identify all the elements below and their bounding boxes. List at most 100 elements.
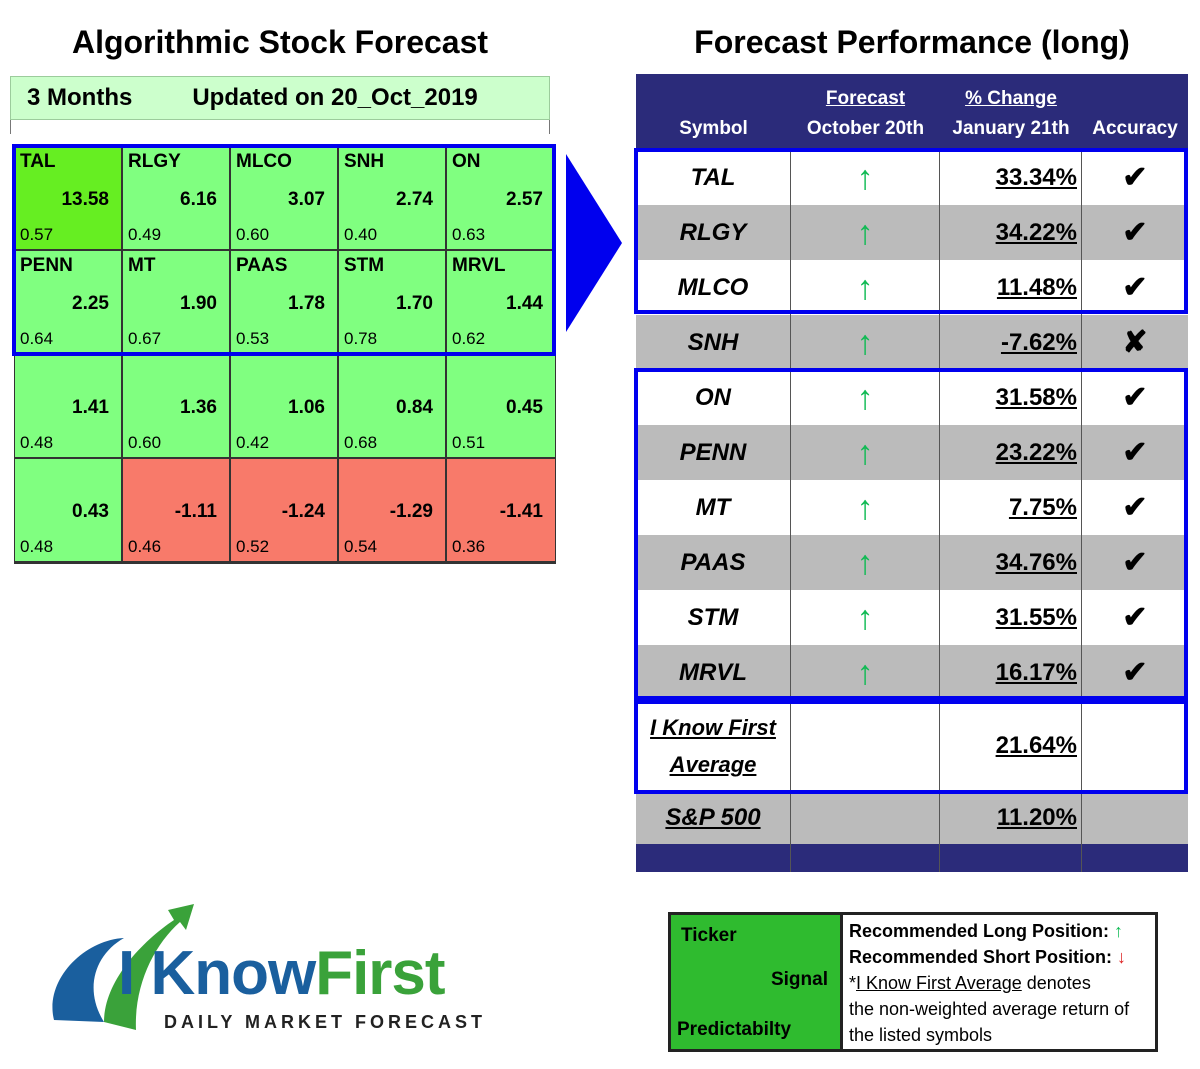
row-signal: ↑ <box>791 480 940 535</box>
performance-header: Symbol Forecast October 20th % Change Ja… <box>636 74 1188 148</box>
up-arrow-icon: ↑ <box>856 653 874 692</box>
logo-brand-a: I Know <box>118 939 316 1008</box>
header-forecast-date: October 20th <box>806 118 925 139</box>
cell-predictability: 0.42 <box>236 433 270 452</box>
row-symbol: RLGY <box>636 205 791 260</box>
cell-symbol: PAAS <box>236 255 288 276</box>
legend-sample-cell: Ticker Signal Predictabilty <box>671 915 843 1049</box>
cell-predictability: 0.63 <box>452 225 486 244</box>
header-symbol: Symbol <box>679 118 748 139</box>
heatmap-cell: TAL 13.58 0.57 <box>15 147 123 251</box>
cell-predictability: 0.40 <box>344 225 378 244</box>
row-change: 7.75% <box>940 480 1082 535</box>
cell-symbol: MLCO <box>236 151 292 172</box>
cell-symbol: MRVL <box>452 255 506 276</box>
up-arrow-icon: ↑ <box>856 433 874 472</box>
heatmap-cell: -1.11 0.46 <box>123 459 231 563</box>
heatmap-cell: 0.43 0.48 <box>15 459 123 563</box>
performance-row: PENN ↑ 23.22% ✔ <box>636 425 1188 480</box>
sp500-accuracy <box>1082 792 1188 844</box>
row-symbol: MRVL <box>636 645 791 700</box>
cell-predictability: 0.60 <box>236 225 270 244</box>
legend-long: Recommended Long Position: <box>849 921 1110 941</box>
cell-symbol: SNH <box>344 151 385 172</box>
period-bar-tail <box>10 120 550 134</box>
row-symbol: PENN <box>636 425 791 480</box>
check-icon: ✔ <box>1122 546 1148 579</box>
performance-row: STM ↑ 31.55% ✔ <box>636 590 1188 645</box>
performance-row: RLGY ↑ 34.22% ✔ <box>636 205 1188 260</box>
forecast-heatmap: TAL 13.58 0.57 RLGY 6.16 0.49 MLCO 3.07 0.60 SNH 2… <box>14 146 556 564</box>
logo-wordmark: I KnowFirst <box>118 938 446 1009</box>
row-signal: ↑ <box>791 315 940 370</box>
heatmap-cell: MLCO 3.07 0.60 <box>231 147 339 251</box>
heatmap-cell: -1.24 0.52 <box>231 459 339 563</box>
row-change: 11.48% <box>940 260 1082 315</box>
cell-signal: 3.07 <box>288 189 325 210</box>
cell-signal: -1.41 <box>499 501 543 522</box>
cell-predictability: 0.46 <box>128 537 162 556</box>
row-signal: ↑ <box>791 535 940 590</box>
legend-short: Recommended Short Position: <box>849 947 1113 967</box>
check-icon: ✔ <box>1122 161 1148 194</box>
performance-row: ON ↑ 31.58% ✔ <box>636 370 1188 425</box>
legend-note-line2: the non-weighted average return of <box>849 999 1130 1019</box>
heatmap-cell: MRVL 1.44 0.62 <box>447 251 555 355</box>
heatmap-cell: -1.29 0.54 <box>339 459 447 563</box>
heatmap-cell: STM 1.70 0.78 <box>339 251 447 355</box>
header-accuracy: Accuracy <box>1092 118 1178 139</box>
heatmap-cell: SNH 2.74 0.40 <box>339 147 447 251</box>
row-signal: ↑ <box>791 425 940 480</box>
cell-predictability: 0.54 <box>344 537 378 556</box>
cell-symbol: TAL <box>20 151 56 172</box>
average-label-line2: Average <box>669 752 757 777</box>
row-symbol: PAAS <box>636 535 791 590</box>
up-arrow-icon: ↑ <box>856 488 874 527</box>
row-change: 16.17% <box>940 645 1082 700</box>
up-arrow-icon: ↑ <box>856 543 874 582</box>
up-arrow-icon: ↑ <box>856 323 874 362</box>
cell-predictability: 0.68 <box>344 433 378 452</box>
check-icon: ✔ <box>1122 381 1148 414</box>
up-arrow-icon: ↑ <box>856 268 874 307</box>
cell-signal: 1.90 <box>180 293 217 314</box>
performance-row: PAAS ↑ 34.76% ✔ <box>636 535 1188 590</box>
heatmap-cell: PAAS 1.78 0.53 <box>231 251 339 355</box>
cell-predictability: 0.62 <box>452 329 486 348</box>
row-change: 33.34% <box>940 150 1082 205</box>
up-arrow-icon: ↑ <box>856 598 874 637</box>
cell-signal: 0.84 <box>396 397 433 418</box>
cell-predictability: 0.53 <box>236 329 270 348</box>
legend-ticker: Ticker <box>681 925 737 946</box>
period-label: 3 Months <box>27 84 133 111</box>
cell-predictability: 0.64 <box>20 329 54 348</box>
cell-predictability: 0.57 <box>20 225 54 244</box>
up-arrow-icon: ↑ <box>856 213 874 252</box>
check-icon: ✔ <box>1122 491 1148 524</box>
short-arrow-icon: ↓ <box>1117 947 1127 967</box>
sp500-label: S&P 500 <box>636 792 791 844</box>
average-label: I Know First Average <box>636 700 791 792</box>
legend-text: Recommended Long Position: ↑ Recommended… <box>843 915 1155 1049</box>
cell-symbol: ON <box>452 151 481 172</box>
sp500-signal <box>791 792 940 844</box>
row-signal: ↑ <box>791 260 940 315</box>
cell-predictability: 0.49 <box>128 225 162 244</box>
average-signal <box>791 700 940 792</box>
performance-table: Symbol Forecast October 20th % Change Ja… <box>636 74 1188 872</box>
cell-signal: 13.58 <box>61 189 109 210</box>
performance-title: Forecast Performance (long) <box>694 24 1130 60</box>
header-change-date: January 21th <box>952 118 1070 139</box>
cell-signal: -1.29 <box>389 501 433 522</box>
sp500-row: S&P 500 11.20% <box>636 792 1188 844</box>
legend-note-link: I Know First Average <box>856 973 1022 993</box>
cell-signal: 1.36 <box>180 397 217 418</box>
average-highlight <box>634 700 1188 794</box>
cell-signal: 2.25 <box>72 293 109 314</box>
cell-predictability: 0.67 <box>128 329 162 348</box>
heatmap-cell: RLGY 6.16 0.49 <box>123 147 231 251</box>
row-signal: ↑ <box>791 150 940 205</box>
cell-predictability: 0.60 <box>128 433 162 452</box>
cell-signal: -1.24 <box>281 501 325 522</box>
forecast-title: Algorithmic Stock Forecast <box>71 24 489 60</box>
